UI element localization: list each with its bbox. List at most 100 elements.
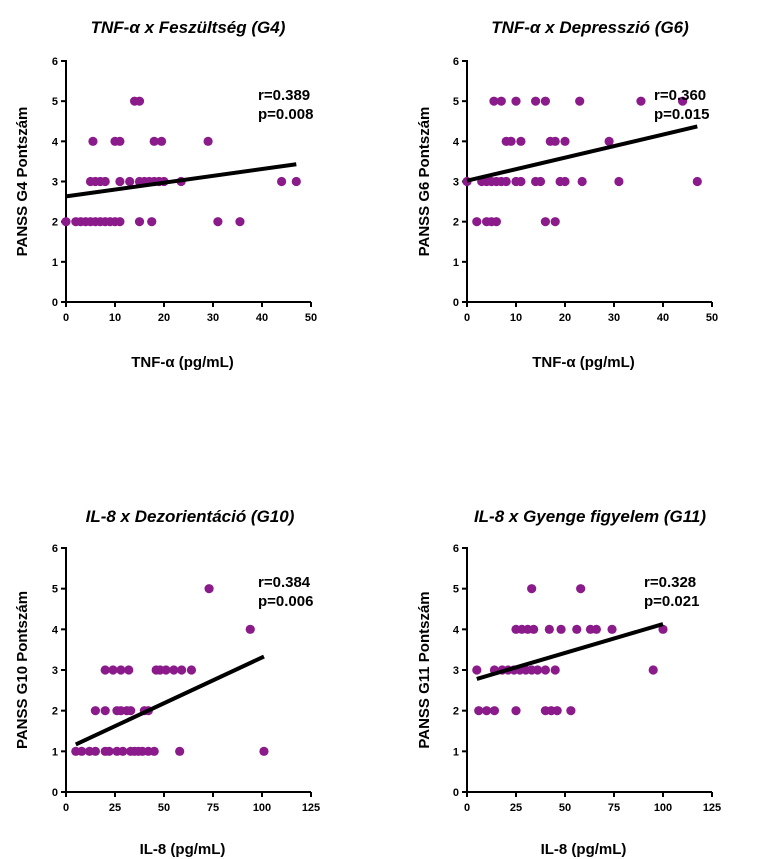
data-point bbox=[100, 176, 110, 187]
data-point bbox=[560, 136, 570, 146]
scatter-panel-1: TNF-α x Feszültség (G4) 0 1 2 3 4 5 6 0 10 20 30 40 5… bbox=[14, 18, 317, 371]
correlation-r: r=0.389 bbox=[258, 87, 310, 104]
data-point bbox=[115, 176, 125, 187]
y-tick-label: 4 bbox=[453, 624, 460, 636]
y-tick-label: 6 bbox=[52, 56, 58, 68]
data-point bbox=[658, 624, 668, 634]
data-point bbox=[156, 136, 167, 146]
data-point bbox=[472, 665, 482, 675]
data-point bbox=[614, 176, 624, 187]
y-tick-label: 5 bbox=[52, 584, 58, 596]
data-point bbox=[203, 136, 213, 146]
p-value: p=0.015 bbox=[654, 106, 709, 123]
y-tick-label: 2 bbox=[52, 217, 58, 229]
x-tick-label: 10 bbox=[510, 312, 522, 324]
x-tick-label: 30 bbox=[608, 312, 620, 324]
chart-title: IL-8 x Dezorientáció (G10) bbox=[86, 507, 295, 526]
data-point bbox=[472, 217, 482, 227]
x-tick-label: 100 bbox=[654, 802, 672, 814]
chart-title: TNF-α x Depresszió (G6) bbox=[491, 18, 689, 37]
data-point bbox=[560, 176, 570, 187]
data-point bbox=[259, 746, 269, 756]
data-point bbox=[550, 665, 560, 675]
y-tick-label: 0 bbox=[453, 787, 459, 799]
data-point bbox=[482, 706, 492, 716]
data-point bbox=[489, 96, 499, 106]
data-point bbox=[692, 176, 702, 187]
data-point bbox=[116, 665, 126, 675]
y-axis-label: PANSS G11 Pontszám bbox=[416, 591, 433, 748]
y-tick-label: 6 bbox=[453, 543, 459, 555]
x-tick-label: 40 bbox=[256, 312, 268, 324]
data-point bbox=[186, 665, 197, 675]
x-axis-label: IL-8 (pg/mL) bbox=[541, 841, 627, 858]
data-point bbox=[529, 624, 539, 634]
data-point bbox=[552, 706, 562, 716]
data-point bbox=[550, 217, 560, 227]
x-tick-label: 125 bbox=[703, 802, 721, 814]
data-point bbox=[175, 746, 185, 756]
data-point bbox=[124, 665, 134, 675]
y-tick-label: 6 bbox=[52, 543, 58, 555]
y-tick-label: 5 bbox=[453, 584, 459, 596]
data-point bbox=[591, 624, 601, 634]
data-point bbox=[126, 706, 136, 716]
data-point bbox=[540, 96, 551, 106]
data-point bbox=[648, 665, 658, 675]
data-point bbox=[576, 584, 586, 594]
data-point bbox=[77, 746, 87, 756]
data-point bbox=[535, 176, 546, 187]
y-tick-label: 1 bbox=[453, 746, 459, 758]
y-tick-label: 6 bbox=[453, 56, 459, 68]
y-tick-label: 3 bbox=[52, 177, 58, 189]
x-tick-label: 50 bbox=[559, 802, 571, 814]
x-tick-label: 20 bbox=[559, 312, 571, 324]
y-tick-label: 3 bbox=[453, 177, 459, 189]
p-value: p=0.006 bbox=[258, 593, 313, 610]
y-tick-label: 1 bbox=[52, 746, 58, 758]
data-point bbox=[501, 176, 511, 187]
x-tick-label: 75 bbox=[608, 802, 620, 814]
y-axis-label: PANSS G10 Pontszám bbox=[14, 591, 31, 749]
correlation-r: r=0.360 bbox=[654, 87, 706, 104]
data-point bbox=[235, 217, 245, 227]
y-tick-label: 2 bbox=[453, 706, 459, 718]
y-axis-label: PANSS G6 Pontszám bbox=[416, 107, 433, 257]
y-tick-label: 1 bbox=[453, 257, 459, 269]
scatter-panel-4: IL-8 x Gyenge figyelem (G11) 0 1 2 3 4 5 6 0 25 50… bbox=[416, 507, 721, 858]
data-point bbox=[277, 176, 287, 187]
correlation-r: r=0.384 bbox=[258, 574, 311, 591]
correlation-r: r=0.328 bbox=[644, 574, 696, 591]
data-point bbox=[169, 665, 179, 675]
y-tick-label: 1 bbox=[52, 257, 58, 269]
data-point bbox=[540, 665, 551, 675]
x-tick-label: 0 bbox=[464, 802, 470, 814]
y-tick-label: 4 bbox=[52, 624, 59, 636]
y-tick-label: 4 bbox=[52, 136, 59, 148]
regression-line bbox=[476, 622, 664, 681]
data-point bbox=[149, 136, 159, 146]
x-tick-label: 50 bbox=[706, 312, 718, 324]
data-point bbox=[511, 706, 521, 716]
data-point bbox=[147, 217, 157, 227]
x-tick-label: 100 bbox=[253, 802, 271, 814]
data-point bbox=[90, 746, 100, 756]
data-point bbox=[204, 584, 214, 594]
regression-line bbox=[65, 162, 297, 199]
chart-title: IL-8 x Gyenge figyelem (G11) bbox=[474, 507, 706, 526]
y-tick-label: 2 bbox=[52, 706, 58, 718]
data-point bbox=[577, 176, 587, 187]
data-point bbox=[540, 217, 551, 227]
regression-line bbox=[74, 654, 265, 747]
data-point bbox=[544, 624, 554, 634]
x-tick-label: 25 bbox=[109, 802, 121, 814]
data-point bbox=[572, 624, 582, 634]
y-tick-label: 3 bbox=[453, 665, 459, 677]
data-point bbox=[115, 136, 125, 146]
p-value: p=0.008 bbox=[258, 106, 313, 123]
x-tick-label: 50 bbox=[158, 802, 170, 814]
p-value: p=0.021 bbox=[644, 593, 699, 610]
data-point bbox=[213, 217, 223, 227]
data-point bbox=[491, 217, 501, 227]
